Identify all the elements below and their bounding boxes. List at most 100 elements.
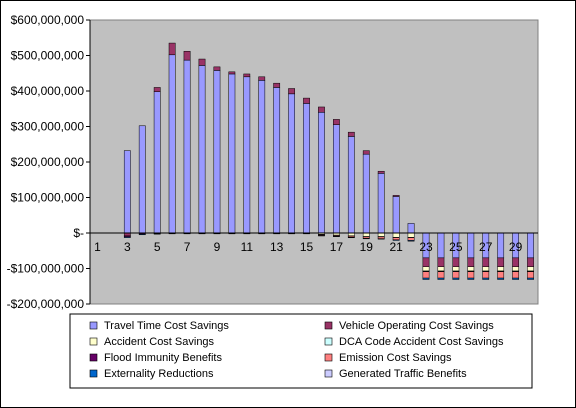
bar-segment xyxy=(437,266,445,272)
x-tick-label: 5 xyxy=(154,240,161,254)
bar-segment xyxy=(333,119,340,125)
bar-segment xyxy=(303,103,310,234)
bar-segment xyxy=(497,257,505,267)
x-tick-label: 15 xyxy=(300,240,314,254)
bar-segment xyxy=(318,112,325,234)
legend-swatch xyxy=(89,321,98,330)
bar-segment xyxy=(213,70,221,234)
bar-segment xyxy=(512,271,519,279)
y-tick-label: $400,000,000 xyxy=(11,84,85,98)
bar-segment xyxy=(228,73,236,234)
x-tick-label: 3 xyxy=(124,240,131,254)
bar-segment xyxy=(422,277,430,280)
legend-label: Flood Immunity Benefits xyxy=(104,352,222,364)
bar-segment xyxy=(527,277,534,280)
x-tick-label: 17 xyxy=(330,240,344,254)
bar-segment xyxy=(407,240,415,242)
bar-segment xyxy=(258,76,266,81)
y-tick-label: $100,000,000 xyxy=(11,191,85,205)
bar-segment xyxy=(467,257,475,267)
y-tick-label: $500,000,000 xyxy=(11,49,85,63)
bar-segment xyxy=(497,232,505,259)
y-axis: -$200,000,000 -$100,000,000 $- $100,000,000… xyxy=(7,13,91,311)
bar-segment xyxy=(392,232,400,238)
legend-label: Generated Traffic Benefits xyxy=(339,368,467,380)
y-tick-label: $200,000,000 xyxy=(11,155,85,169)
x-tick-label: 21 xyxy=(389,240,403,254)
bar-segment xyxy=(452,266,460,272)
bar-segment xyxy=(482,271,490,279)
x-tick-label: 13 xyxy=(270,240,284,254)
x-tick-label: 25 xyxy=(449,240,463,254)
bar-segment xyxy=(183,59,191,234)
bar-segment xyxy=(377,232,385,237)
bar-segment xyxy=(347,136,355,234)
y-tick-label: $300,000,000 xyxy=(11,120,85,134)
bar-segment xyxy=(377,238,385,240)
bar-segment xyxy=(422,257,430,267)
bar-segment xyxy=(527,257,534,267)
bar-segment xyxy=(452,257,460,267)
legend-label: Externality Reductions xyxy=(104,368,214,380)
bar-segment xyxy=(437,271,445,279)
bar-segment xyxy=(527,232,534,259)
legend-swatch xyxy=(89,337,98,346)
bar-segment xyxy=(168,42,176,56)
bar-segment xyxy=(437,257,445,267)
legend-swatch xyxy=(324,337,333,346)
bar-segment xyxy=(228,71,236,75)
bar-segment xyxy=(482,266,490,272)
bar-segment xyxy=(422,271,430,279)
legend: Travel Time Cost Savings Vehicle Operatin… xyxy=(69,313,533,389)
x-tick-label: 9 xyxy=(214,240,221,254)
bar-segment xyxy=(467,266,475,272)
bar-segment xyxy=(392,196,400,234)
legend-label: Accident Cost Savings xyxy=(104,336,215,348)
x-axis: 1 3 5 7 9 11 13 15 17 19 21 23 25 27 29 xyxy=(94,240,522,254)
bar-segment xyxy=(407,237,415,241)
bar-segment xyxy=(467,232,475,259)
bar-segment xyxy=(467,271,475,279)
bar-segment xyxy=(273,87,281,234)
y-tick-label: $- xyxy=(73,226,84,240)
bar-segment xyxy=(467,277,475,280)
bar-segment xyxy=(377,170,385,174)
bar-segment xyxy=(482,277,490,280)
legend-label: Vehicle Operating Cost Savings xyxy=(339,320,494,332)
bar-segment xyxy=(153,233,161,235)
bar-segment xyxy=(527,271,534,279)
bar-segment xyxy=(377,173,385,234)
bar-segment xyxy=(452,277,460,280)
bar-segment xyxy=(362,153,370,234)
legend-label: Emission Cost Savings xyxy=(339,352,452,364)
plot-area xyxy=(89,19,539,305)
bar-segment xyxy=(497,271,505,279)
bar-segment xyxy=(347,131,355,137)
bar-segment xyxy=(512,277,519,280)
bar-segment xyxy=(153,91,161,234)
x-tick-label: 1 xyxy=(94,240,101,254)
x-tick-label: 27 xyxy=(479,240,493,254)
legend-box xyxy=(69,313,533,389)
bar-segment xyxy=(512,266,519,272)
bar-segment xyxy=(512,257,519,267)
bar-segment xyxy=(437,277,445,280)
bar-segment xyxy=(407,232,415,238)
bar-segment xyxy=(497,277,505,280)
bar-segment xyxy=(318,106,325,113)
bars-group xyxy=(123,42,534,280)
bar-segment xyxy=(392,239,400,241)
x-tick-label: 7 xyxy=(184,240,191,254)
bar-segment xyxy=(198,58,206,66)
bar-segment xyxy=(183,50,191,61)
legend-label: DCA Code Accident Cost Savings xyxy=(339,336,504,348)
y-tick-label: $600,000,000 xyxy=(11,13,85,27)
bar-segment xyxy=(258,80,266,234)
bar-segment xyxy=(392,195,400,197)
bar-segment xyxy=(333,124,340,234)
bar-segment xyxy=(123,236,131,238)
legend-swatch xyxy=(324,369,333,378)
bar-segment xyxy=(198,65,206,234)
bar-segment xyxy=(407,223,415,234)
